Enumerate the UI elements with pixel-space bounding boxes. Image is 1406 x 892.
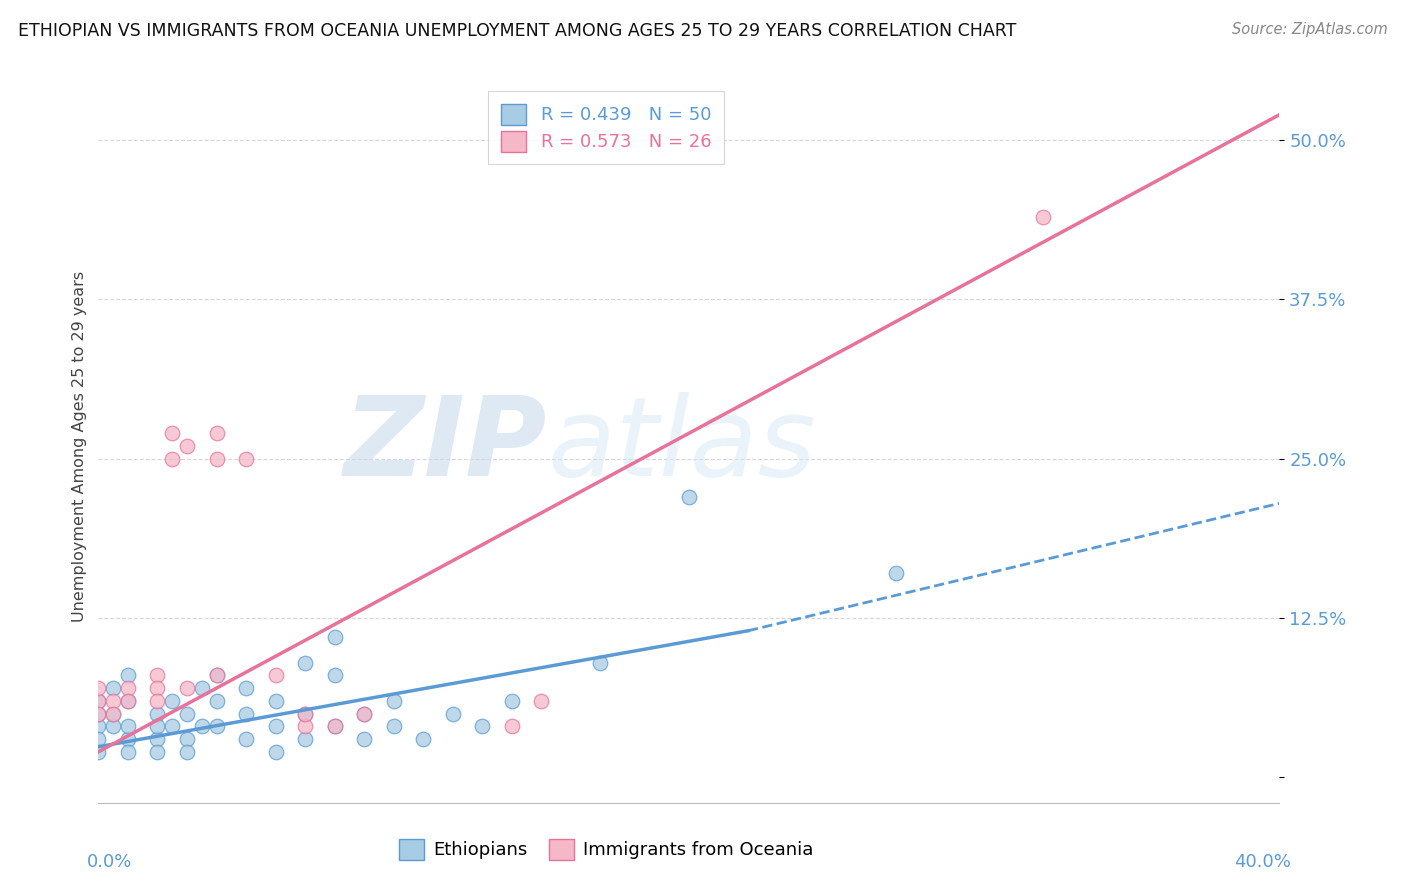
Point — [441, 706, 464, 721]
Point — [146, 719, 169, 733]
Point — [103, 694, 125, 708]
Point — [162, 694, 183, 708]
Point — [146, 745, 169, 759]
Point — [176, 706, 198, 721]
Point — [678, 490, 700, 504]
Point — [294, 719, 316, 733]
Point — [294, 656, 316, 670]
Point — [103, 706, 125, 721]
Point — [117, 732, 139, 747]
Point — [146, 706, 169, 721]
Point — [87, 706, 110, 721]
Point — [117, 681, 139, 695]
Point — [103, 706, 125, 721]
Point — [264, 668, 287, 682]
Point — [146, 732, 169, 747]
Point — [323, 719, 346, 733]
Point — [323, 630, 346, 644]
Text: Source: ZipAtlas.com: Source: ZipAtlas.com — [1232, 22, 1388, 37]
Point — [117, 694, 139, 708]
Point — [87, 732, 110, 747]
Point — [162, 719, 183, 733]
Point — [353, 706, 375, 721]
Y-axis label: Unemployment Among Ages 25 to 29 years: Unemployment Among Ages 25 to 29 years — [72, 270, 87, 622]
Point — [294, 706, 316, 721]
Point — [205, 719, 228, 733]
Point — [501, 719, 523, 733]
Point — [176, 732, 198, 747]
Point — [117, 694, 139, 708]
Point — [205, 694, 228, 708]
Point — [353, 732, 375, 747]
Text: 40.0%: 40.0% — [1234, 853, 1291, 871]
Point — [87, 694, 110, 708]
Legend: Ethiopians, Immigrants from Oceania: Ethiopians, Immigrants from Oceania — [389, 830, 823, 869]
Point — [471, 719, 494, 733]
Point — [176, 681, 198, 695]
Point — [162, 426, 183, 441]
Point — [264, 745, 287, 759]
Point — [146, 681, 169, 695]
Point — [412, 732, 434, 747]
Text: 0.0%: 0.0% — [87, 853, 132, 871]
Point — [87, 719, 110, 733]
Point — [1032, 210, 1054, 224]
Point — [235, 681, 257, 695]
Point — [382, 719, 405, 733]
Point — [589, 656, 612, 670]
Point — [205, 451, 228, 466]
Point — [146, 694, 169, 708]
Point — [235, 706, 257, 721]
Point — [103, 681, 125, 695]
Point — [205, 668, 228, 682]
Point — [205, 668, 228, 682]
Point — [353, 706, 375, 721]
Point — [176, 745, 198, 759]
Point — [117, 745, 139, 759]
Point — [382, 694, 405, 708]
Point — [87, 706, 110, 721]
Point — [176, 439, 198, 453]
Point — [87, 681, 110, 695]
Point — [323, 668, 346, 682]
Point — [264, 694, 287, 708]
Point — [87, 694, 110, 708]
Point — [191, 681, 214, 695]
Point — [323, 719, 346, 733]
Point — [294, 732, 316, 747]
Point — [103, 719, 125, 733]
Point — [235, 732, 257, 747]
Point — [117, 668, 139, 682]
Point — [530, 694, 553, 708]
Point — [146, 668, 169, 682]
Text: atlas: atlas — [547, 392, 815, 500]
Point — [87, 745, 110, 759]
Point — [235, 451, 257, 466]
Point — [191, 719, 214, 733]
Point — [294, 706, 316, 721]
Point — [117, 719, 139, 733]
Point — [501, 694, 523, 708]
Text: ZIP: ZIP — [343, 392, 547, 500]
Point — [162, 451, 183, 466]
Text: ETHIOPIAN VS IMMIGRANTS FROM OCEANIA UNEMPLOYMENT AMONG AGES 25 TO 29 YEARS CORR: ETHIOPIAN VS IMMIGRANTS FROM OCEANIA UNE… — [18, 22, 1017, 40]
Point — [884, 566, 907, 581]
Point — [205, 426, 228, 441]
Point — [264, 719, 287, 733]
